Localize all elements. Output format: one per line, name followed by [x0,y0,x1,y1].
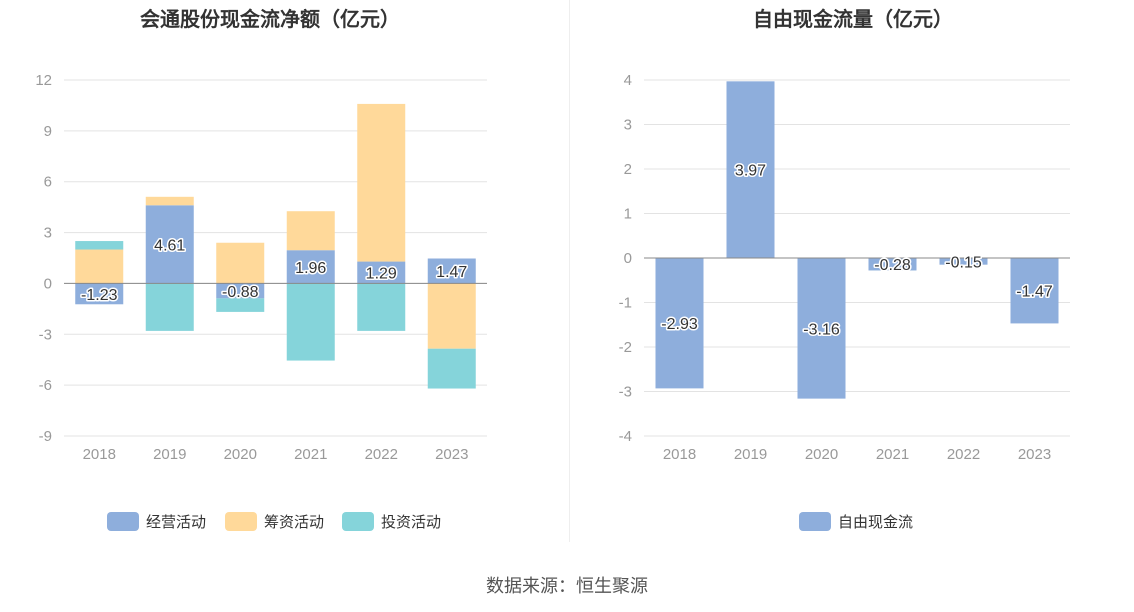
chart0-ytick-label: -3 [39,326,52,343]
chart0-bar-2-2021 [286,283,335,361]
chart1-ytick-label: -3 [619,384,632,401]
chart1-data-label: -1.47 [1016,284,1053,301]
chart1-xtick-label: 2020 [805,446,838,463]
chart0-legend-swatch [342,512,374,531]
chart0-ytick-label: 3 [44,225,52,242]
chart1-xtick-label: 2019 [734,446,767,463]
chart0-bar-2-2018 [75,241,124,250]
source-note: 数据来源：恒生聚源 [486,576,648,596]
chart0-ytick-label: -9 [39,428,52,445]
chart0-xtick-label: 2018 [83,446,116,463]
chart1-xtick-label: 2023 [1018,446,1051,463]
chart1-xtick-label: 2021 [876,446,909,463]
chart0-bar-2-2019 [145,283,194,331]
chart1-ytick-label: 0 [624,250,632,267]
chart0-bar-0-2018 [75,283,124,305]
chart1-ytick-label: 3 [624,117,632,134]
chart1-ytick-label: -4 [619,428,632,445]
chart0-data-label: -0.88 [222,284,259,301]
chart1-data-label: -0.28 [874,257,911,274]
chart0-bar-0-2020 [216,283,265,299]
chart1-data-label: -2.93 [661,316,698,333]
chart1-title: 自由现金流量（亿元） [753,7,953,31]
chart0-xtick-label: 2021 [294,446,327,463]
chart0-ytick-label: 0 [44,275,52,292]
chart1-legend-swatch [799,512,831,531]
chart0-data-label: -1.23 [81,287,118,304]
chart0-ytick-label: 12 [35,72,52,89]
chart1-bar-0-2021 [868,258,917,271]
chart1-legend-label: 自由现金流 [838,514,913,531]
chart0-bar-2-2022 [357,283,406,331]
chart0-legend-label: 筹资活动 [264,514,324,531]
chart1-ytick-label: 4 [624,72,632,89]
chart0-data-label: 1.96 [295,260,326,277]
chart1-data-label: -3.16 [803,321,840,338]
chart0-xtick-label: 2020 [224,446,257,463]
chart0-bar-1-2021 [286,211,335,251]
chart0-xtick-label: 2019 [153,446,186,463]
chart0-title: 会通股份现金流净额（亿元） [140,7,400,31]
chart0-data-label: 1.29 [366,265,397,282]
chart0-bar-0-2021 [286,250,335,284]
chart1-bar-0-2023 [1010,258,1059,324]
chart1-data-label: 3.97 [735,163,766,180]
chart1-bar-0-2018 [655,258,704,389]
chart0-ytick-label: 9 [44,123,52,140]
chart0-bar-0-2022 [357,261,406,284]
chart0-xtick-label: 2022 [365,446,398,463]
chart1-xtick-label: 2022 [947,446,980,463]
chart0-xtick-label: 2023 [435,446,468,463]
chart0-bar-2-2023 [427,348,476,389]
chart0-bar-0-2023 [427,258,476,284]
chart1-ytick-label: 1 [624,206,632,223]
chart0-data-label: 4.61 [154,237,185,254]
chart0-bar-0-2019 [145,205,194,284]
chart1-ytick-label: -2 [619,339,632,356]
chart0-legend-label: 经营活动 [146,514,206,531]
chart1-ytick-label: -1 [619,295,632,312]
chart0-bar-1-2023 [427,283,476,349]
chart0-bar-1-2022 [357,103,406,262]
chart1-xtick-label: 2018 [663,446,696,463]
chart0-bar-1-2018 [75,249,124,284]
chart0-data-label: 1.47 [436,264,467,281]
chart1-bar-0-2019 [726,81,775,259]
chart1-bar-0-2022 [939,258,988,265]
chart1-data-label: -0.15 [945,254,982,271]
chart0-legend-label: 投资活动 [381,514,441,531]
chart0-legend-swatch [225,512,257,531]
chart1-ytick-label: 2 [624,161,632,178]
chart0-bar-1-2019 [145,196,194,206]
chart0-ytick-label: 6 [44,174,52,191]
chart1-bar-0-2020 [797,258,846,399]
chart0-ytick-label: -6 [39,377,52,394]
chart0-bar-2-2020 [216,298,265,312]
chart0-legend-swatch [107,512,139,531]
chart0-bar-1-2020 [216,242,265,284]
